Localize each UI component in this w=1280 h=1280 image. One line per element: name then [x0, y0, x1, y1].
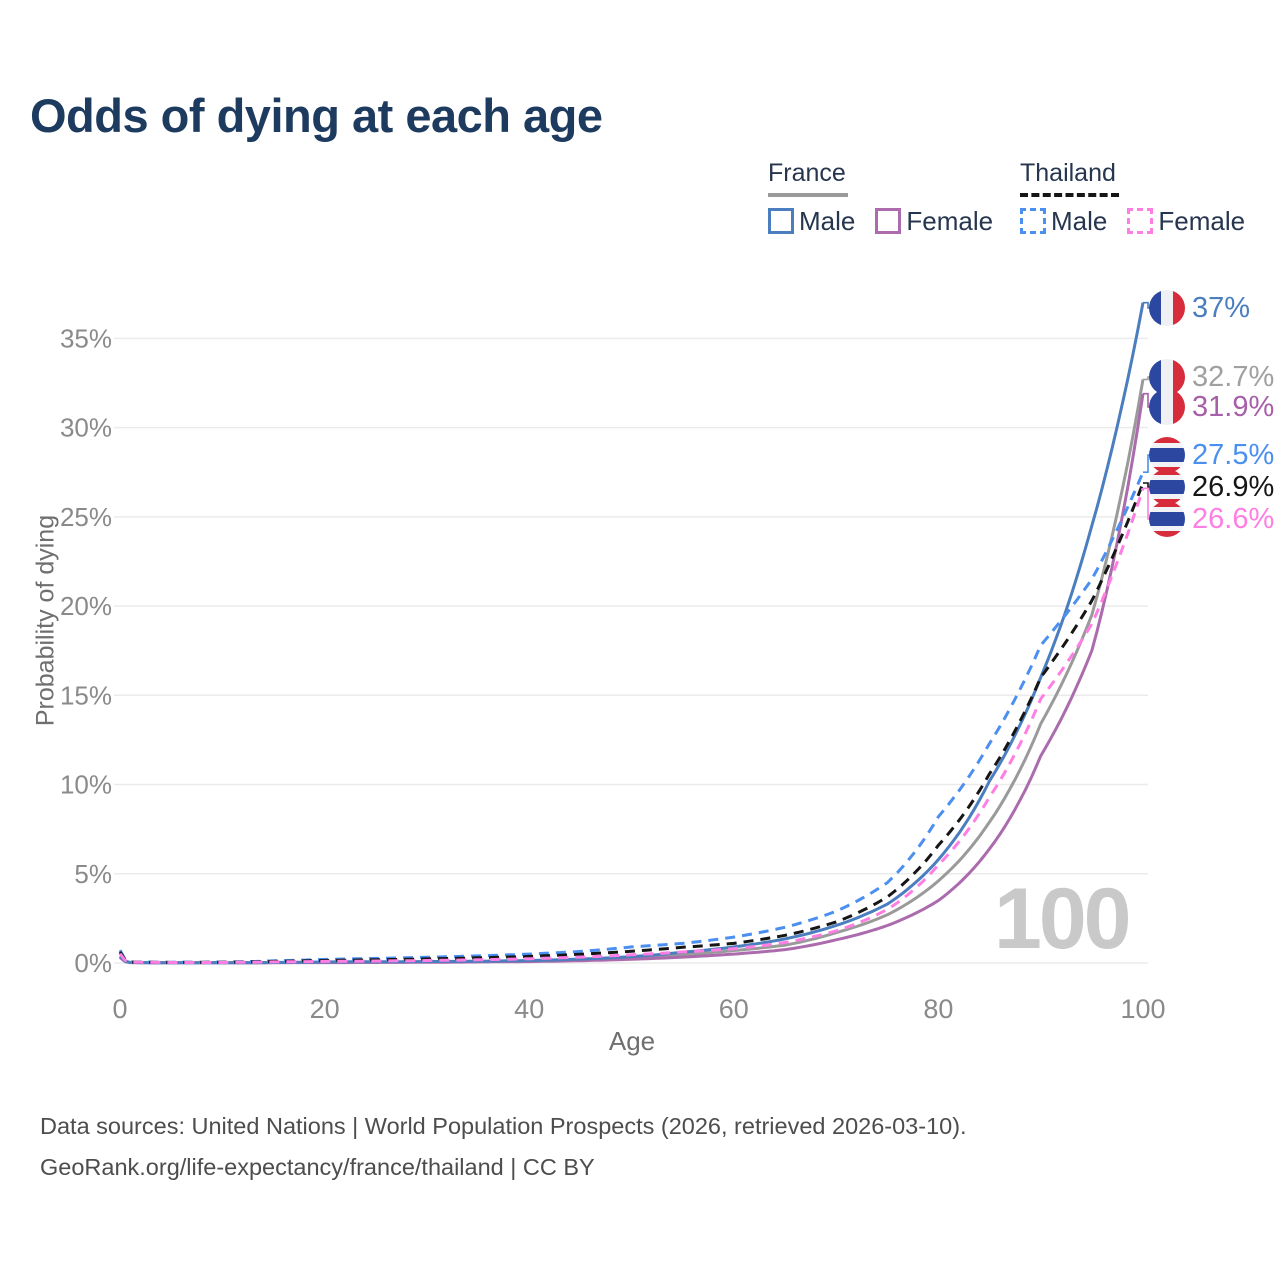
footer: Data sources: United Nations | World Pop… [40, 1106, 967, 1188]
thailand-female-swatch [1127, 208, 1154, 234]
end-label-value-france-all: 32.7% [1192, 360, 1275, 393]
y-axis-title: Probability of dying [31, 514, 60, 727]
thailand-flag-icon [1149, 501, 1185, 537]
series-line-france-male [118, 302, 1145, 965]
legend-label-thailand-female: Female [1158, 205, 1246, 236]
series-line-thailand-female [118, 487, 1145, 964]
thailand-flag-icon [1149, 437, 1185, 473]
end-label-value-france-female: 31.9% [1192, 390, 1275, 423]
age-watermark: 100 [994, 871, 1131, 967]
footer-attribution: GeoRank.org/life-expectancy/france/thail… [40, 1154, 595, 1180]
series-line-thailand-male [118, 471, 1145, 964]
legend-group-thailand-title: Thailand [1020, 159, 1116, 187]
france-flag-icon [1149, 389, 1185, 425]
end-label-value-thailand-all: 26.9% [1192, 470, 1275, 503]
legend-label-france-female: Female [906, 205, 994, 236]
y-tick-label: 30% [60, 413, 112, 443]
y-tick-label: 10% [60, 770, 112, 800]
end-label-thailand-female: 26.6% [1149, 501, 1274, 537]
footer-data-sources: Data sources: United Nations | World Pop… [40, 1113, 967, 1139]
x-tick-label: 80 [923, 994, 953, 1024]
x-tick-label: 0 [112, 994, 127, 1024]
y-tick-label: 0% [74, 948, 112, 978]
end-label-value-france-male: 37% [1192, 291, 1251, 324]
x-axis-title: Age [608, 1026, 656, 1056]
y-tick-label: 15% [60, 680, 112, 710]
series-line-france-female [119, 393, 1145, 965]
x-tick-label: 20 [310, 994, 340, 1024]
legend-label-france-male: Male [799, 205, 856, 236]
end-label-thailand-all: 26.9% [1149, 469, 1274, 505]
legend-label-thailand-male: Male [1051, 205, 1108, 236]
france-male-swatch [768, 208, 794, 234]
end-label-france-male: 37% [1149, 290, 1250, 326]
thailand-flag-icon [1149, 469, 1185, 505]
end-label-france-female: 31.9% [1149, 389, 1274, 425]
x-tick-label: 100 [1120, 994, 1165, 1024]
france-female-swatch [875, 208, 902, 234]
end-label-value-thailand-male: 27.5% [1192, 438, 1275, 471]
series-line-thailand-all [118, 482, 1145, 964]
france-flag-icon [1149, 290, 1185, 326]
y-tick-label: 25% [60, 502, 112, 532]
series-line-france-all [119, 379, 1145, 965]
x-tick-label: 40 [514, 994, 544, 1024]
end-label-value-thailand-female: 26.6% [1192, 502, 1275, 535]
y-tick-label: 20% [60, 591, 112, 621]
page-title: Odds of dying at each age [30, 89, 603, 142]
y-tick-label: 35% [60, 323, 112, 353]
france-solid-line-swatch [768, 192, 848, 197]
thailand-dashed-line-swatch [1020, 192, 1119, 197]
thailand-male-swatch [1020, 208, 1046, 234]
end-label-thailand-male: 27.5% [1149, 437, 1274, 473]
legend-group-france-title: France [768, 159, 846, 187]
legend-group-thailand: Thailand Male Female [1020, 159, 1265, 237]
x-tick-label: 60 [719, 994, 749, 1024]
legend-group-france: France Male Female [768, 159, 1013, 237]
y-tick-label: 5% [74, 859, 112, 889]
